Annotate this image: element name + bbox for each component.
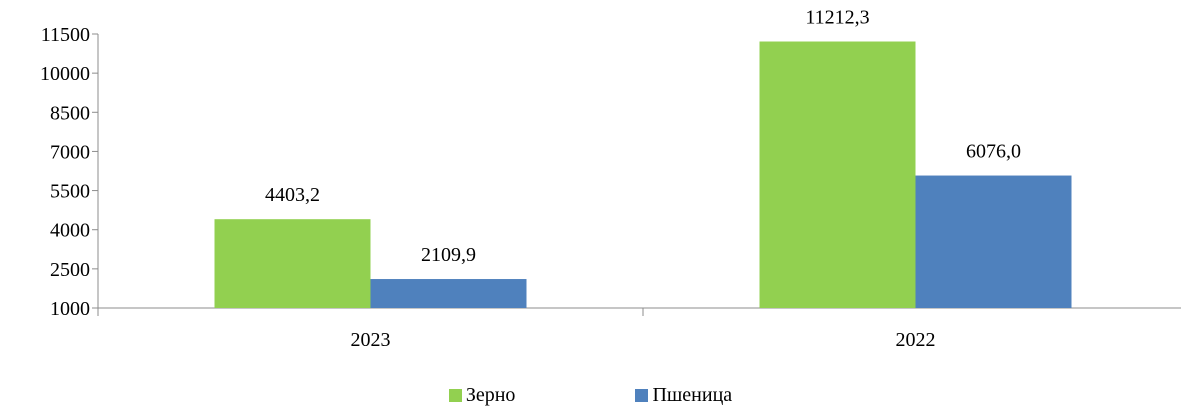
x-category-label: 2022 [896,329,936,351]
bar-grain-2023 [214,219,371,308]
y-tick-label: 5500 [50,181,90,203]
legend-swatch-grain [448,389,462,402]
legend-item-wheat: Пшеница [635,384,732,407]
data-label-wheat-2023: 2109,9 [421,244,476,266]
legend-label-wheat: Пшеница [652,384,733,406]
x-category-label: 2023 [351,329,391,351]
y-tick-label: 1000 [50,298,90,320]
bar-grain-2022 [759,41,916,308]
legend-item-grain: Зерно [448,384,516,407]
legend-label-grain: Зерно [465,384,516,406]
y-tick-label: 10000 [40,63,90,85]
legend: Зерно Пшеница [0,384,1181,407]
y-tick-label: 4000 [50,220,90,242]
data-label-wheat-2022: 6076,0 [966,141,1021,163]
bar-chart: 1000 2500 4000 5500 7000 8500 10000 11500 4403,2… [40,7,1181,351]
legend-swatch-wheat [635,389,649,402]
y-tick-label: 7000 [50,141,90,163]
y-tick-label: 2500 [50,259,90,281]
bar-wheat-2022 [915,175,1072,308]
data-label-grain-2022: 11212,3 [805,7,869,29]
data-label-grain-2023: 4403,2 [265,184,320,206]
y-tick-label: 8500 [50,102,90,124]
y-tick-label: 11500 [41,24,90,46]
bar-wheat-2023 [370,279,527,308]
